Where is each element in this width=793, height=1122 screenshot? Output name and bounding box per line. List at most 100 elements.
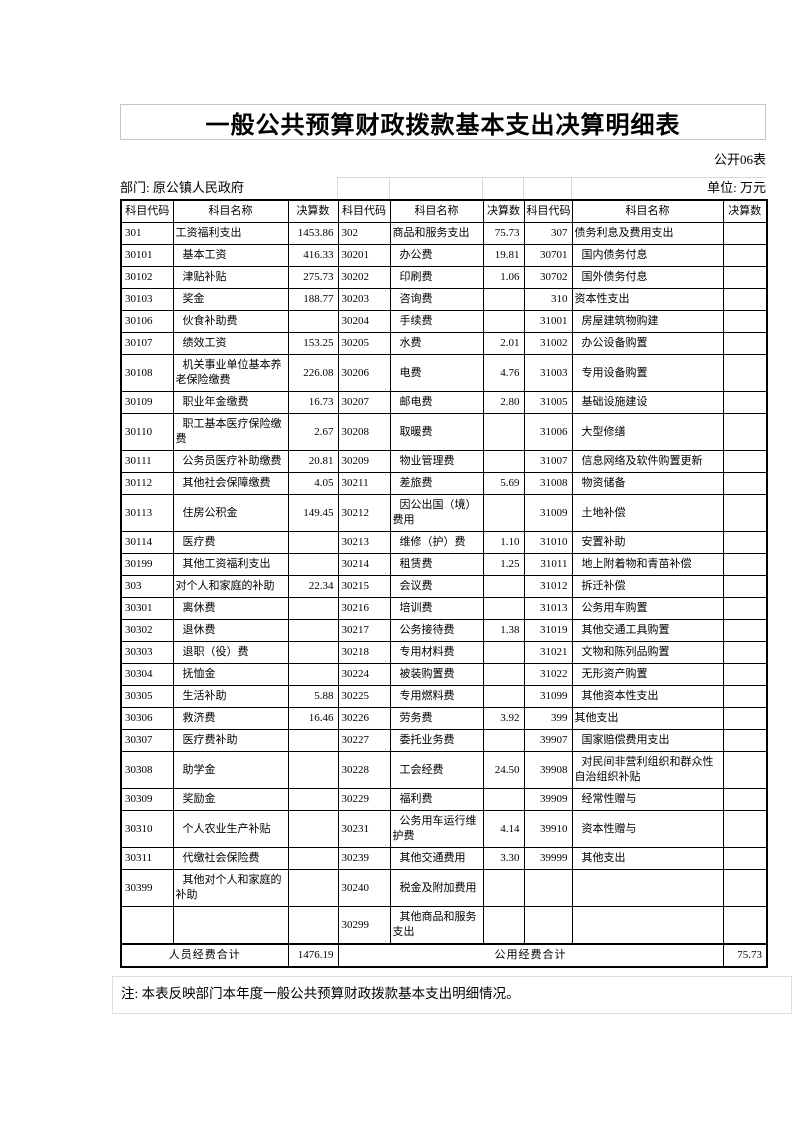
amount-cell [287, 619, 339, 642]
amount-cell [722, 729, 768, 752]
subject-code-cell: 31012 [523, 575, 573, 598]
subject-code-cell: 31021 [523, 641, 573, 664]
subject-name-cell: 其他交通工具购置 [571, 619, 724, 642]
amount-cell: 1453.86 [287, 222, 339, 245]
subject-code-cell: 30307 [120, 729, 174, 752]
table-row: 30108 机关事业单位基本养老保险缴费 226.08 30206 电费 4.76 3100… [120, 354, 768, 392]
personnel-total-label: 人员经费合计 [120, 943, 289, 968]
subject-code-cell: 30239 [337, 847, 391, 870]
table-row: 30299 其他商品和服务支出 [120, 906, 768, 945]
table-row: 30308 助学金 30228 工会经费 24.50 39908 对民间非营利组织和群众性自… [120, 751, 768, 789]
amount-cell: 4.05 [287, 472, 339, 495]
subject-name-cell: 无形资产购置 [571, 663, 724, 686]
subject-code-cell: 30108 [120, 354, 174, 392]
subject-name-cell: 委托业务费 [389, 729, 484, 752]
subject-name-cell: 离休费 [172, 597, 289, 620]
subject-name-cell: 公务接待费 [389, 619, 484, 642]
amount-cell: 3.30 [482, 847, 525, 870]
subject-name-cell: 商品和服务支出 [389, 222, 484, 245]
subject-name-cell: 大型修缮 [571, 413, 724, 451]
subject-name-cell: 差旅费 [389, 472, 484, 495]
subject-code-cell: 31099 [523, 685, 573, 708]
subject-code-cell: 30311 [120, 847, 174, 870]
title-box: 一般公共预算财政拨款基本支出决算明细表 [120, 104, 766, 140]
subject-code-cell: 302 [337, 222, 391, 245]
amount-cell [482, 575, 525, 598]
personnel-total-value: 1476.19 [287, 943, 339, 968]
subject-code-cell: 30111 [120, 450, 174, 473]
subject-code-cell: 307 [523, 222, 573, 245]
subject-code-cell: 31002 [523, 332, 573, 355]
subject-name-cell: 津贴补贴 [172, 266, 289, 289]
subject-code-cell: 30113 [120, 494, 174, 532]
subject-name-cell: 退休费 [172, 619, 289, 642]
subject-code-cell: 31010 [523, 531, 573, 554]
amount-cell [722, 310, 768, 333]
amount-cell [482, 663, 525, 686]
totals-row: 人员经费合计 1476.19 公用经费合计 75.73 [120, 943, 768, 968]
subject-name-cell: 电费 [389, 354, 484, 392]
col-header: 科目名称 [389, 199, 484, 223]
meta-cell [388, 177, 483, 199]
subject-code-cell: 30103 [120, 288, 174, 311]
amount-cell: 1.06 [482, 266, 525, 289]
table-row: 30307 医疗费补助 30227 委托业务费 39907 国家赔偿费用支出 [120, 729, 768, 752]
subject-code-cell: 30299 [337, 906, 391, 945]
subject-name-cell: 培训费 [389, 597, 484, 620]
subject-code-cell: 30306 [120, 707, 174, 730]
table-row: 30111 公务员医疗补助缴费 20.81 30209 物业管理费 31007 信息网络及软… [120, 450, 768, 473]
amount-cell [722, 222, 768, 245]
subject-code-cell: 30227 [337, 729, 391, 752]
subject-code-cell: 30701 [523, 244, 573, 267]
amount-cell: 24.50 [482, 751, 525, 789]
form-code-label: 公开06表 [713, 152, 766, 167]
subject-name-cell: 奖金 [172, 288, 289, 311]
subject-name-cell: 公务用车购置 [571, 597, 724, 620]
subject-code-cell: 31008 [523, 472, 573, 495]
amount-cell [722, 869, 768, 907]
amount-cell [287, 906, 339, 945]
subject-code-cell: 30303 [120, 641, 174, 664]
subject-name-cell: 专用材料费 [389, 641, 484, 664]
subject-code-cell: 30224 [337, 663, 391, 686]
table-row: 30310 个人农业生产补贴 30231 公务用车运行维护费 4.14 39910 资本性赠… [120, 810, 768, 848]
amount-cell: 1.38 [482, 619, 525, 642]
amount-cell: 275.73 [287, 266, 339, 289]
amount-cell [287, 531, 339, 554]
subject-code-cell: 30215 [337, 575, 391, 598]
amount-cell [482, 729, 525, 752]
subject-name-cell: 个人农业生产补贴 [172, 810, 289, 848]
subject-code-cell: 30199 [120, 553, 174, 576]
amount-cell [722, 810, 768, 848]
subject-code-cell: 30205 [337, 332, 391, 355]
unit-label: 单位: 万元 [570, 177, 767, 199]
subject-name-cell: 维修（护）费 [389, 531, 484, 554]
col-header: 科目代码 [337, 199, 391, 223]
subject-name-cell: 专用燃料费 [389, 685, 484, 708]
subject-code-cell: 30204 [337, 310, 391, 333]
amount-cell [287, 869, 339, 907]
subject-code-cell: 30229 [337, 788, 391, 811]
subject-name-cell: 其他支出 [571, 707, 724, 730]
subject-name-cell: 对民间非营利组织和群众性自治组织补贴 [571, 751, 724, 789]
subject-name-cell: 邮电费 [389, 391, 484, 414]
amount-cell [482, 685, 525, 708]
subject-name-cell: 水费 [389, 332, 484, 355]
col-header: 决算数 [287, 199, 339, 223]
subject-code-cell: 30216 [337, 597, 391, 620]
amount-cell [722, 354, 768, 392]
table-row: 30301 离休费 30216 培训费 31013 公务用车购置 [120, 597, 768, 620]
table-row: 30304 抚恤金 30224 被装购置费 31022 无形资产购置 [120, 663, 768, 686]
amount-cell: 1.25 [482, 553, 525, 576]
subject-name-cell: 物资储备 [571, 472, 724, 495]
subject-name-cell: 咨询费 [389, 288, 484, 311]
subject-name-cell [172, 906, 289, 945]
amount-cell [722, 906, 768, 945]
subject-code-cell: 30211 [337, 472, 391, 495]
page-title: 一般公共预算财政拨款基本支出决算明细表 [205, 112, 681, 139]
table-row: 30106 伙食补助费 30204 手续费 31001 房屋建筑物购建 [120, 310, 768, 333]
amount-cell: 416.33 [287, 244, 339, 267]
subject-name-cell: 绩效工资 [172, 332, 289, 355]
amount-cell: 3.92 [482, 707, 525, 730]
amount-cell [722, 266, 768, 289]
